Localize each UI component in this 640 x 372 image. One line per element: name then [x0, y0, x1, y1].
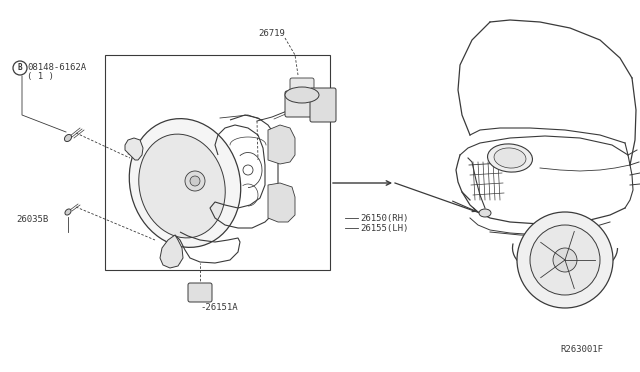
Circle shape	[190, 176, 200, 186]
Ellipse shape	[479, 209, 491, 217]
Polygon shape	[125, 138, 143, 160]
Ellipse shape	[285, 87, 319, 103]
Circle shape	[517, 212, 613, 308]
Text: 26155(LH): 26155(LH)	[360, 224, 408, 232]
Ellipse shape	[494, 148, 526, 168]
Polygon shape	[160, 235, 183, 268]
Circle shape	[530, 225, 600, 295]
FancyBboxPatch shape	[290, 78, 314, 100]
Text: 08148-6162A: 08148-6162A	[27, 64, 86, 73]
Ellipse shape	[488, 144, 532, 172]
Text: 26035B: 26035B	[16, 215, 48, 224]
Text: -26151A: -26151A	[200, 304, 237, 312]
Ellipse shape	[129, 119, 241, 247]
Ellipse shape	[139, 134, 225, 238]
Circle shape	[243, 165, 253, 175]
Circle shape	[553, 248, 577, 272]
Bar	[105, 55, 330, 270]
Text: 26150(RH): 26150(RH)	[360, 214, 408, 222]
Polygon shape	[268, 125, 295, 164]
Text: ( 1 ): ( 1 )	[27, 71, 54, 80]
Text: B: B	[18, 64, 22, 73]
Text: R263001F: R263001F	[560, 346, 603, 355]
Circle shape	[185, 171, 205, 191]
FancyBboxPatch shape	[285, 91, 319, 117]
FancyBboxPatch shape	[310, 88, 336, 122]
Polygon shape	[268, 183, 295, 222]
Circle shape	[13, 61, 27, 75]
FancyBboxPatch shape	[188, 283, 212, 302]
Ellipse shape	[65, 134, 72, 141]
Text: 26719: 26719	[259, 29, 285, 38]
Ellipse shape	[65, 209, 71, 215]
